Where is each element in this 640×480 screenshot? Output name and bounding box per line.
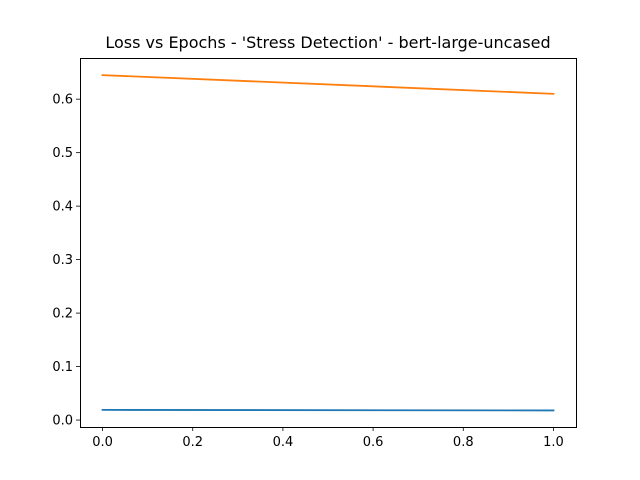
x-axis-ticks: 0.0 0.2 0.4 0.6 0.8 1.0 xyxy=(92,427,564,450)
y-tick-label: 0.6 xyxy=(52,93,73,108)
y-tick-label: 0.3 xyxy=(52,253,73,268)
chart-title: Loss vs Epochs - 'Stress Detection' - be… xyxy=(105,33,550,52)
y-tick-label: 0.1 xyxy=(52,360,73,375)
x-tick-label: 1.0 xyxy=(543,435,564,450)
x-tick-label: 0.4 xyxy=(273,435,294,450)
x-tick-label: 0.2 xyxy=(182,435,203,450)
y-tick-label: 0.0 xyxy=(52,414,73,429)
y-tick-label: 0.2 xyxy=(52,307,73,322)
series-line-1 xyxy=(101,408,555,412)
x-tick-label: 0.6 xyxy=(363,435,384,450)
y-tick-label: 0.5 xyxy=(52,146,73,161)
plot-frame xyxy=(80,58,577,428)
series-line-2 xyxy=(101,74,555,95)
y-axis-ticks: 0.0 0.1 0.2 0.3 0.4 0.5 0.6 xyxy=(52,93,80,429)
y-tick-label: 0.4 xyxy=(52,200,73,215)
x-tick-label: 0.0 xyxy=(92,435,113,450)
x-tick-label: 0.8 xyxy=(453,435,474,450)
series-layer xyxy=(101,74,555,412)
